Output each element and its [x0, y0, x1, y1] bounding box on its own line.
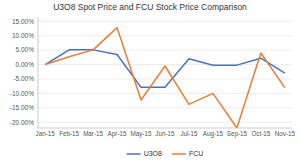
legend-label: FCU — [189, 150, 203, 157]
y-axis-line — [38, 17, 39, 128]
y-tick-label: -15.00% — [10, 104, 34, 111]
y-tick-label: 10.00% — [12, 32, 34, 39]
series-group — [45, 28, 285, 128]
grid-line — [38, 35, 292, 36]
x-tick-label: Jul-15 — [180, 130, 198, 137]
title: U3O8 Spot Price and FCU Stock Price Comp… — [53, 2, 247, 12]
grid-line — [38, 93, 292, 94]
x-tick-label: Jan-15 — [36, 130, 56, 137]
grid — [38, 21, 292, 122]
grid-line — [38, 21, 292, 22]
x-tick-label: May-15 — [131, 130, 152, 138]
grid-line — [38, 107, 292, 108]
grid-line — [38, 122, 292, 123]
x-tick-label: Nov-15 — [275, 130, 296, 137]
y-tick-label: 5.00% — [16, 46, 35, 53]
x-tick-label: Feb-15 — [59, 130, 79, 137]
x-tick-label: Aug-15 — [203, 130, 224, 138]
x-axis-line — [38, 128, 292, 129]
series-line — [45, 28, 285, 128]
y-tick-label: -10.00% — [10, 90, 34, 97]
legend-swatch — [127, 153, 141, 155]
y-tick-label: 15.00% — [12, 18, 34, 25]
y-tick-label: -5.00% — [13, 75, 34, 82]
x-tick-label: Jun-15 — [155, 130, 175, 137]
legend: U3O8 FCU — [127, 150, 204, 157]
y-tick-label: -20.00% — [10, 119, 34, 126]
chart: U3O8 Spot Price and FCU Stock Price Comp… — [0, 0, 300, 168]
x-tick-label: Oct-15 — [251, 130, 270, 137]
grid-line — [38, 78, 292, 79]
y-tick-label: 0.00% — [16, 61, 35, 68]
grid-line — [38, 64, 292, 65]
legend-swatch — [172, 153, 186, 155]
x-tick-label: Sep-15 — [227, 130, 248, 138]
legend-label: U3O8 — [144, 150, 162, 157]
series-line — [45, 50, 285, 87]
x-tick-label: Apr-15 — [108, 130, 127, 138]
x-tick-label: Mar-15 — [83, 130, 103, 137]
